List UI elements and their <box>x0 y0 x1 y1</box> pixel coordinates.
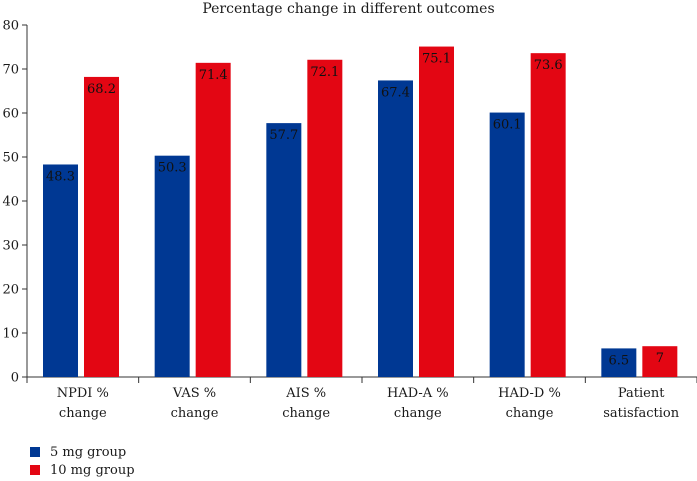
chart-axes: 0 10 20 30 40 50 60 70 80 <box>2 19 697 386</box>
x-tick-label: change <box>506 406 554 421</box>
legend-swatch-5mg <box>30 447 40 457</box>
bar-5mg <box>601 348 637 377</box>
x-tick-label: HAD-D % <box>498 386 561 401</box>
data-label: 73.6 <box>534 58 563 73</box>
bar-5mg <box>154 155 190 377</box>
x-tick-label: change <box>171 406 219 421</box>
bar-10mg <box>419 46 454 378</box>
x-tick-label: satisfaction <box>603 406 680 421</box>
bar-10mg <box>307 59 343 377</box>
data-label: 60.1 <box>493 118 522 133</box>
legend-label-10mg: 10 mg group <box>50 462 135 478</box>
bar-10mg <box>530 53 566 377</box>
legend-item-5mg: 5 mg group <box>30 443 135 461</box>
y-tick-label: 70 <box>2 63 19 78</box>
legend: 5 mg group 10 mg group <box>30 443 135 479</box>
y-tick-label: 30 <box>2 239 19 254</box>
data-label: 68.2 <box>87 82 116 97</box>
bar-10mg <box>195 62 231 378</box>
y-tick-label: 60 <box>2 107 19 122</box>
data-label: 7 <box>656 351 664 366</box>
data-label: 48.3 <box>46 169 75 184</box>
data-label: 67.4 <box>381 85 410 100</box>
y-tick-label: 0 <box>11 371 19 386</box>
y-tick-label: 80 <box>2 19 19 34</box>
x-tick-label: change <box>282 406 330 421</box>
y-tick-label: 20 <box>2 283 19 298</box>
chart-labels: 48.3 68.2 NPDI % change 50.3 71.4 VAS % change 5… <box>46 52 680 421</box>
legend-label-5mg: 5 mg group <box>50 444 127 460</box>
y-tick-label: 40 <box>2 195 19 210</box>
chart-bars <box>43 46 678 378</box>
x-tick-label: change <box>394 406 442 421</box>
legend-item-10mg: 10 mg group <box>30 461 135 479</box>
bar-5mg <box>378 80 413 377</box>
bar-5mg <box>266 123 302 378</box>
x-tick-label: Patient <box>618 386 665 401</box>
data-label: 72.1 <box>310 65 339 80</box>
x-tick-label: change <box>59 406 107 421</box>
bar-5mg <box>489 112 525 377</box>
x-tick-label: HAD-A % <box>387 386 449 401</box>
bar-5mg <box>43 164 78 377</box>
x-tick-label: NPDI % <box>57 386 109 401</box>
x-tick-label: VAS % <box>172 386 216 401</box>
data-label: 6.5 <box>608 353 629 368</box>
data-label: 75.1 <box>422 52 451 67</box>
bar-10mg <box>84 76 119 378</box>
bar-10mg <box>642 346 678 377</box>
data-label: 71.4 <box>199 68 228 83</box>
y-tick-label: 50 <box>2 151 19 166</box>
legend-swatch-10mg <box>30 465 40 475</box>
y-tick-label: 10 <box>2 327 19 342</box>
data-label: 57.7 <box>269 128 298 143</box>
x-tick-label: AIS % <box>285 386 326 401</box>
chart-title: Percentage change in different outcomes <box>202 1 495 17</box>
data-label: 50.3 <box>158 161 187 176</box>
